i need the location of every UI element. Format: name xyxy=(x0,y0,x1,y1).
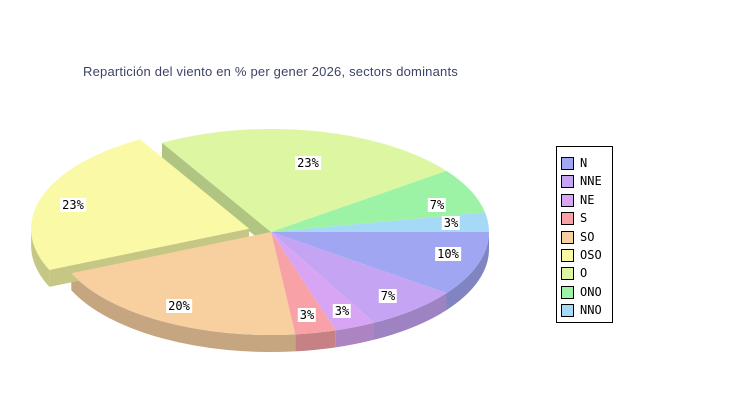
pie-slice-rim-SO xyxy=(71,273,296,353)
legend: N NNE NE S SO OSO O ONO NNO xyxy=(556,146,613,323)
pie-slice-ONO xyxy=(271,170,486,232)
legend-swatch-S xyxy=(561,212,574,226)
legend-item-OSO: OSO xyxy=(561,247,612,262)
legend-swatch-NNE xyxy=(561,175,574,189)
slice-label-O: 23% xyxy=(295,156,321,170)
legend-item-NNO: NNO xyxy=(561,303,612,318)
chart-title: Repartición del viento en % per gener 20… xyxy=(83,64,458,79)
slice-label-ONO: 7% xyxy=(427,198,447,212)
legend-item-NNE: NNE xyxy=(561,174,612,189)
slice-label-OSO: 23% xyxy=(60,198,86,212)
pie-slice-rim-N xyxy=(446,232,489,311)
legend-swatch-NNO xyxy=(561,304,574,318)
legend-swatch-N xyxy=(561,157,574,170)
legend-label-N: N xyxy=(580,156,588,170)
legend-item-NE: NE xyxy=(561,192,612,207)
legend-item-O: O xyxy=(561,266,612,281)
slice-label-NNO: 3% xyxy=(441,216,461,230)
legend-item-SO: SO xyxy=(561,229,612,244)
legend-swatch-ONO xyxy=(561,285,574,299)
slice-label-SO: 20% xyxy=(166,299,192,313)
legend-swatch-O xyxy=(561,267,574,281)
legend-label-S: S xyxy=(580,211,588,226)
pie-slice-O xyxy=(162,129,447,232)
slice-label-NNE: 7% xyxy=(378,289,398,303)
pie-slice-SO xyxy=(71,232,296,336)
legend-label-OSO: OSO xyxy=(580,247,602,262)
pie-slice-rim-NE xyxy=(335,322,374,348)
pie-slice-NNE xyxy=(271,232,447,323)
slice-label-N: 10% xyxy=(435,247,461,261)
legend-label-O: O xyxy=(580,266,588,281)
legend-label-SO: SO xyxy=(580,229,595,244)
legend-label-NNE: NNE xyxy=(580,174,602,189)
slice-label-NE: 3% xyxy=(332,304,352,318)
legend-item-S: S xyxy=(561,211,612,226)
pie-slice-rim-OSO xyxy=(31,228,50,287)
legend-swatch-OSO xyxy=(561,248,574,262)
pie-slice-S xyxy=(271,232,336,335)
slice-label-S: 3% xyxy=(297,308,317,322)
legend-swatch-SO xyxy=(561,230,574,244)
legend-label-NNO: NNO xyxy=(580,303,602,318)
legend-swatch-NE xyxy=(561,193,574,207)
legend-label-NE: NE xyxy=(580,192,595,207)
legend-label-ONO: ONO xyxy=(580,284,602,299)
pie-slice-N xyxy=(271,232,489,294)
pie-slice-NNO xyxy=(271,212,490,232)
pie-slice-rim-S xyxy=(295,330,336,352)
pie-slice-side-O xyxy=(162,142,271,249)
pie-slice-OSO xyxy=(31,139,250,270)
legend-item-ONO: ONO xyxy=(561,284,612,299)
pie-slice-rim-NNE xyxy=(374,293,447,340)
legend-item-N: N xyxy=(561,157,612,170)
